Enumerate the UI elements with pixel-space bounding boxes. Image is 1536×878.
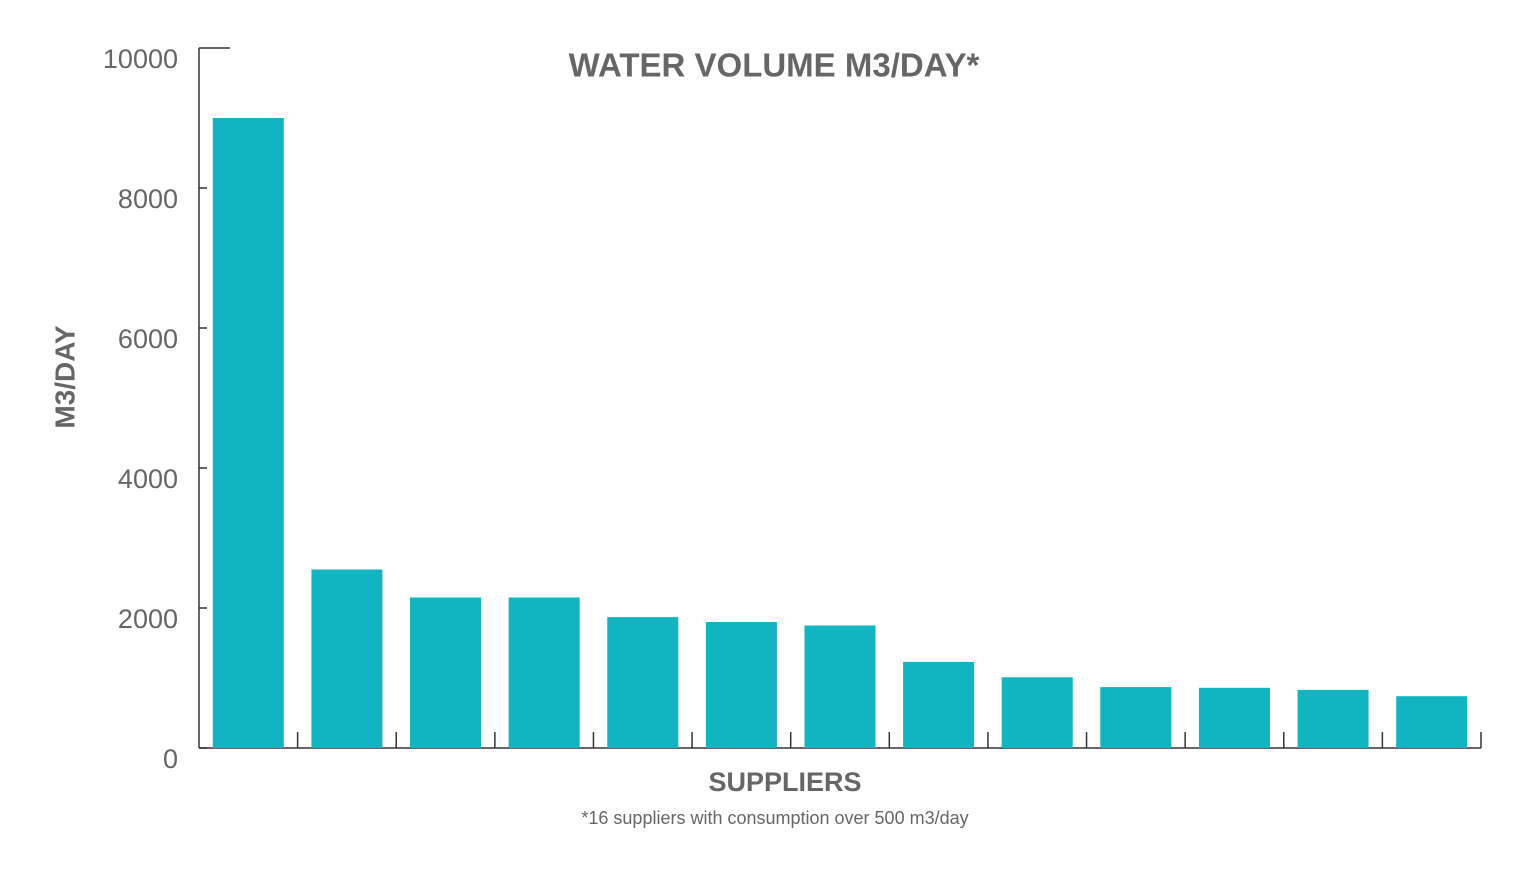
bar (212, 118, 284, 748)
y-tick-label: 0 (163, 744, 178, 774)
y-tick-label: 8000 (118, 184, 178, 214)
bar (804, 625, 876, 748)
y-tick-label: 10000 (103, 44, 178, 74)
bar (705, 622, 777, 748)
y-tick-label: 4000 (118, 464, 178, 494)
bar (410, 597, 482, 748)
bar (1198, 687, 1270, 748)
bar (1396, 696, 1468, 748)
bar (311, 569, 383, 748)
bar (903, 661, 975, 748)
footnote: *16 suppliers with consumption over 500 … (581, 808, 968, 828)
bar (607, 617, 679, 748)
chart-title: WATER VOLUME M3/DAY* (569, 47, 980, 84)
bar (1100, 687, 1172, 748)
y-tick-label: 6000 (118, 324, 178, 354)
y-tick-label: 2000 (118, 604, 178, 634)
bar (1297, 689, 1369, 748)
y-axis-label: M3/DAY (49, 325, 80, 429)
x-axis-label: SUPPLIERS (708, 767, 861, 797)
bar (1001, 677, 1073, 748)
bar (508, 597, 580, 748)
